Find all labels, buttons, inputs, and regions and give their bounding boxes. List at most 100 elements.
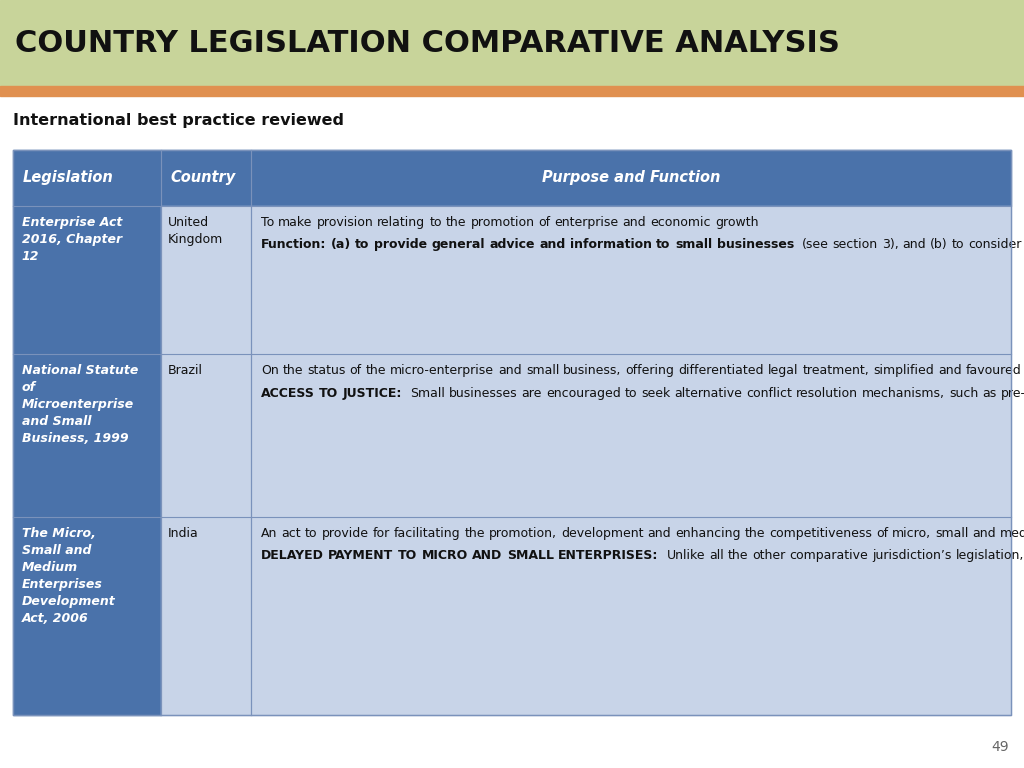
Text: United
Kingdom: United Kingdom [168,216,223,246]
Text: to: to [429,216,442,229]
Text: and: and [973,527,996,540]
Text: to: to [305,527,317,540]
Text: India: India [168,527,199,540]
Text: simplified: simplified [873,364,934,377]
Text: resolution: resolution [797,386,858,399]
Text: general: general [431,238,485,251]
Text: provision: provision [316,216,374,229]
Text: Small: Small [411,386,445,399]
Text: businesses: businesses [450,386,518,399]
Text: facilitating: facilitating [393,527,461,540]
Text: and: and [499,364,522,377]
Bar [13,517,161,715]
Text: small: small [675,238,712,251]
Text: COUNTRY LEGISLATION COMPARATIVE ANALYSIS: COUNTRY LEGISLATION COMPARATIVE ANALYSIS [15,28,841,58]
Text: and: and [623,216,646,229]
Text: micro-enterprise: micro-enterprise [390,364,495,377]
Text: JUSTICE:: JUSTICE: [343,386,402,399]
Text: medium: medium [1000,527,1024,540]
Text: International best practice reviewed: International best practice reviewed [13,113,344,128]
Text: MICRO: MICRO [422,549,468,562]
Text: ENTERPRISES:: ENTERPRISES: [558,549,658,562]
Text: Function:: Function: [261,238,327,251]
Text: are: are [521,386,542,399]
Text: 49: 49 [991,740,1009,754]
Text: promotion,: promotion, [488,527,557,540]
Text: Brazil: Brazil [168,364,203,377]
Text: to: to [625,386,637,399]
Text: for: for [373,527,390,540]
Text: favoured: favoured [966,364,1021,377]
Text: make: make [279,216,312,229]
Text: provide: provide [322,527,369,540]
Text: all: all [709,549,724,562]
Text: act: act [282,527,301,540]
Text: section: section [833,238,878,251]
Bar [251,206,1011,354]
Text: offering: offering [626,364,675,377]
Bar [0,86,1024,96]
Text: conflict: conflict [746,386,793,399]
Text: (see: (see [802,238,828,251]
Text: businesses: businesses [717,238,794,251]
Text: The Micro,
Small and
Medium
Enterprises
Development
Act, 2006: The Micro, Small and Medium Enterprises … [22,527,116,625]
Text: of: of [349,364,361,377]
Text: of: of [539,216,551,229]
Text: TO: TO [397,549,417,562]
Text: differentiated: differentiated [679,364,764,377]
Text: growth: growth [715,216,759,229]
Text: advice: advice [489,238,535,251]
Text: enhancing: enhancing [675,527,740,540]
Text: and: and [647,527,671,540]
Text: TO: TO [319,386,338,399]
Text: seek: seek [641,386,671,399]
Text: such: such [949,386,979,399]
Text: business,: business, [563,364,622,377]
Text: On: On [261,364,279,377]
Text: and: and [540,238,565,251]
Text: promotion: promotion [470,216,535,229]
Text: alternative: alternative [675,386,742,399]
Text: the: the [445,216,466,229]
Text: status: status [307,364,345,377]
Text: provide: provide [374,238,427,251]
Bar [161,517,251,715]
Text: as: as [983,386,996,399]
Bar [0,0,1024,86]
Text: legislation,: legislation, [955,549,1024,562]
Text: pre-conciliation,: pre-conciliation, [1000,386,1024,399]
Text: DELAYED: DELAYED [261,549,324,562]
Bar [251,354,1011,517]
Text: Purpose and Function: Purpose and Function [542,170,720,185]
Text: Enterprise Act
2016, Chapter
12: Enterprise Act 2016, Chapter 12 [22,216,122,263]
Text: AND: AND [472,549,503,562]
Text: and: and [902,238,926,251]
Text: micro,: micro, [892,527,931,540]
Text: legal: legal [768,364,799,377]
Text: (b): (b) [930,238,948,251]
Text: small: small [935,527,969,540]
Text: and: and [938,364,962,377]
Text: 3),: 3), [882,238,898,251]
Bar [251,517,1011,715]
Text: small: small [525,364,559,377]
Text: (a): (a) [331,238,351,251]
Text: Unlike: Unlike [667,549,705,562]
Text: the: the [728,549,749,562]
Text: information: information [570,238,652,251]
Text: economic: economic [650,216,711,229]
Text: enterprise: enterprise [555,216,618,229]
Text: of: of [876,527,888,540]
Text: development: development [561,527,643,540]
Text: PAYMENT: PAYMENT [328,549,393,562]
Bar [13,150,1011,206]
Bar [161,206,251,354]
Text: treatment,: treatment, [803,364,869,377]
Text: the: the [464,527,484,540]
Text: consider: consider [969,238,1022,251]
Bar [161,354,251,517]
Text: to: to [656,238,671,251]
Text: An: An [261,527,278,540]
Text: SMALL: SMALL [507,549,554,562]
Text: the: the [283,364,303,377]
